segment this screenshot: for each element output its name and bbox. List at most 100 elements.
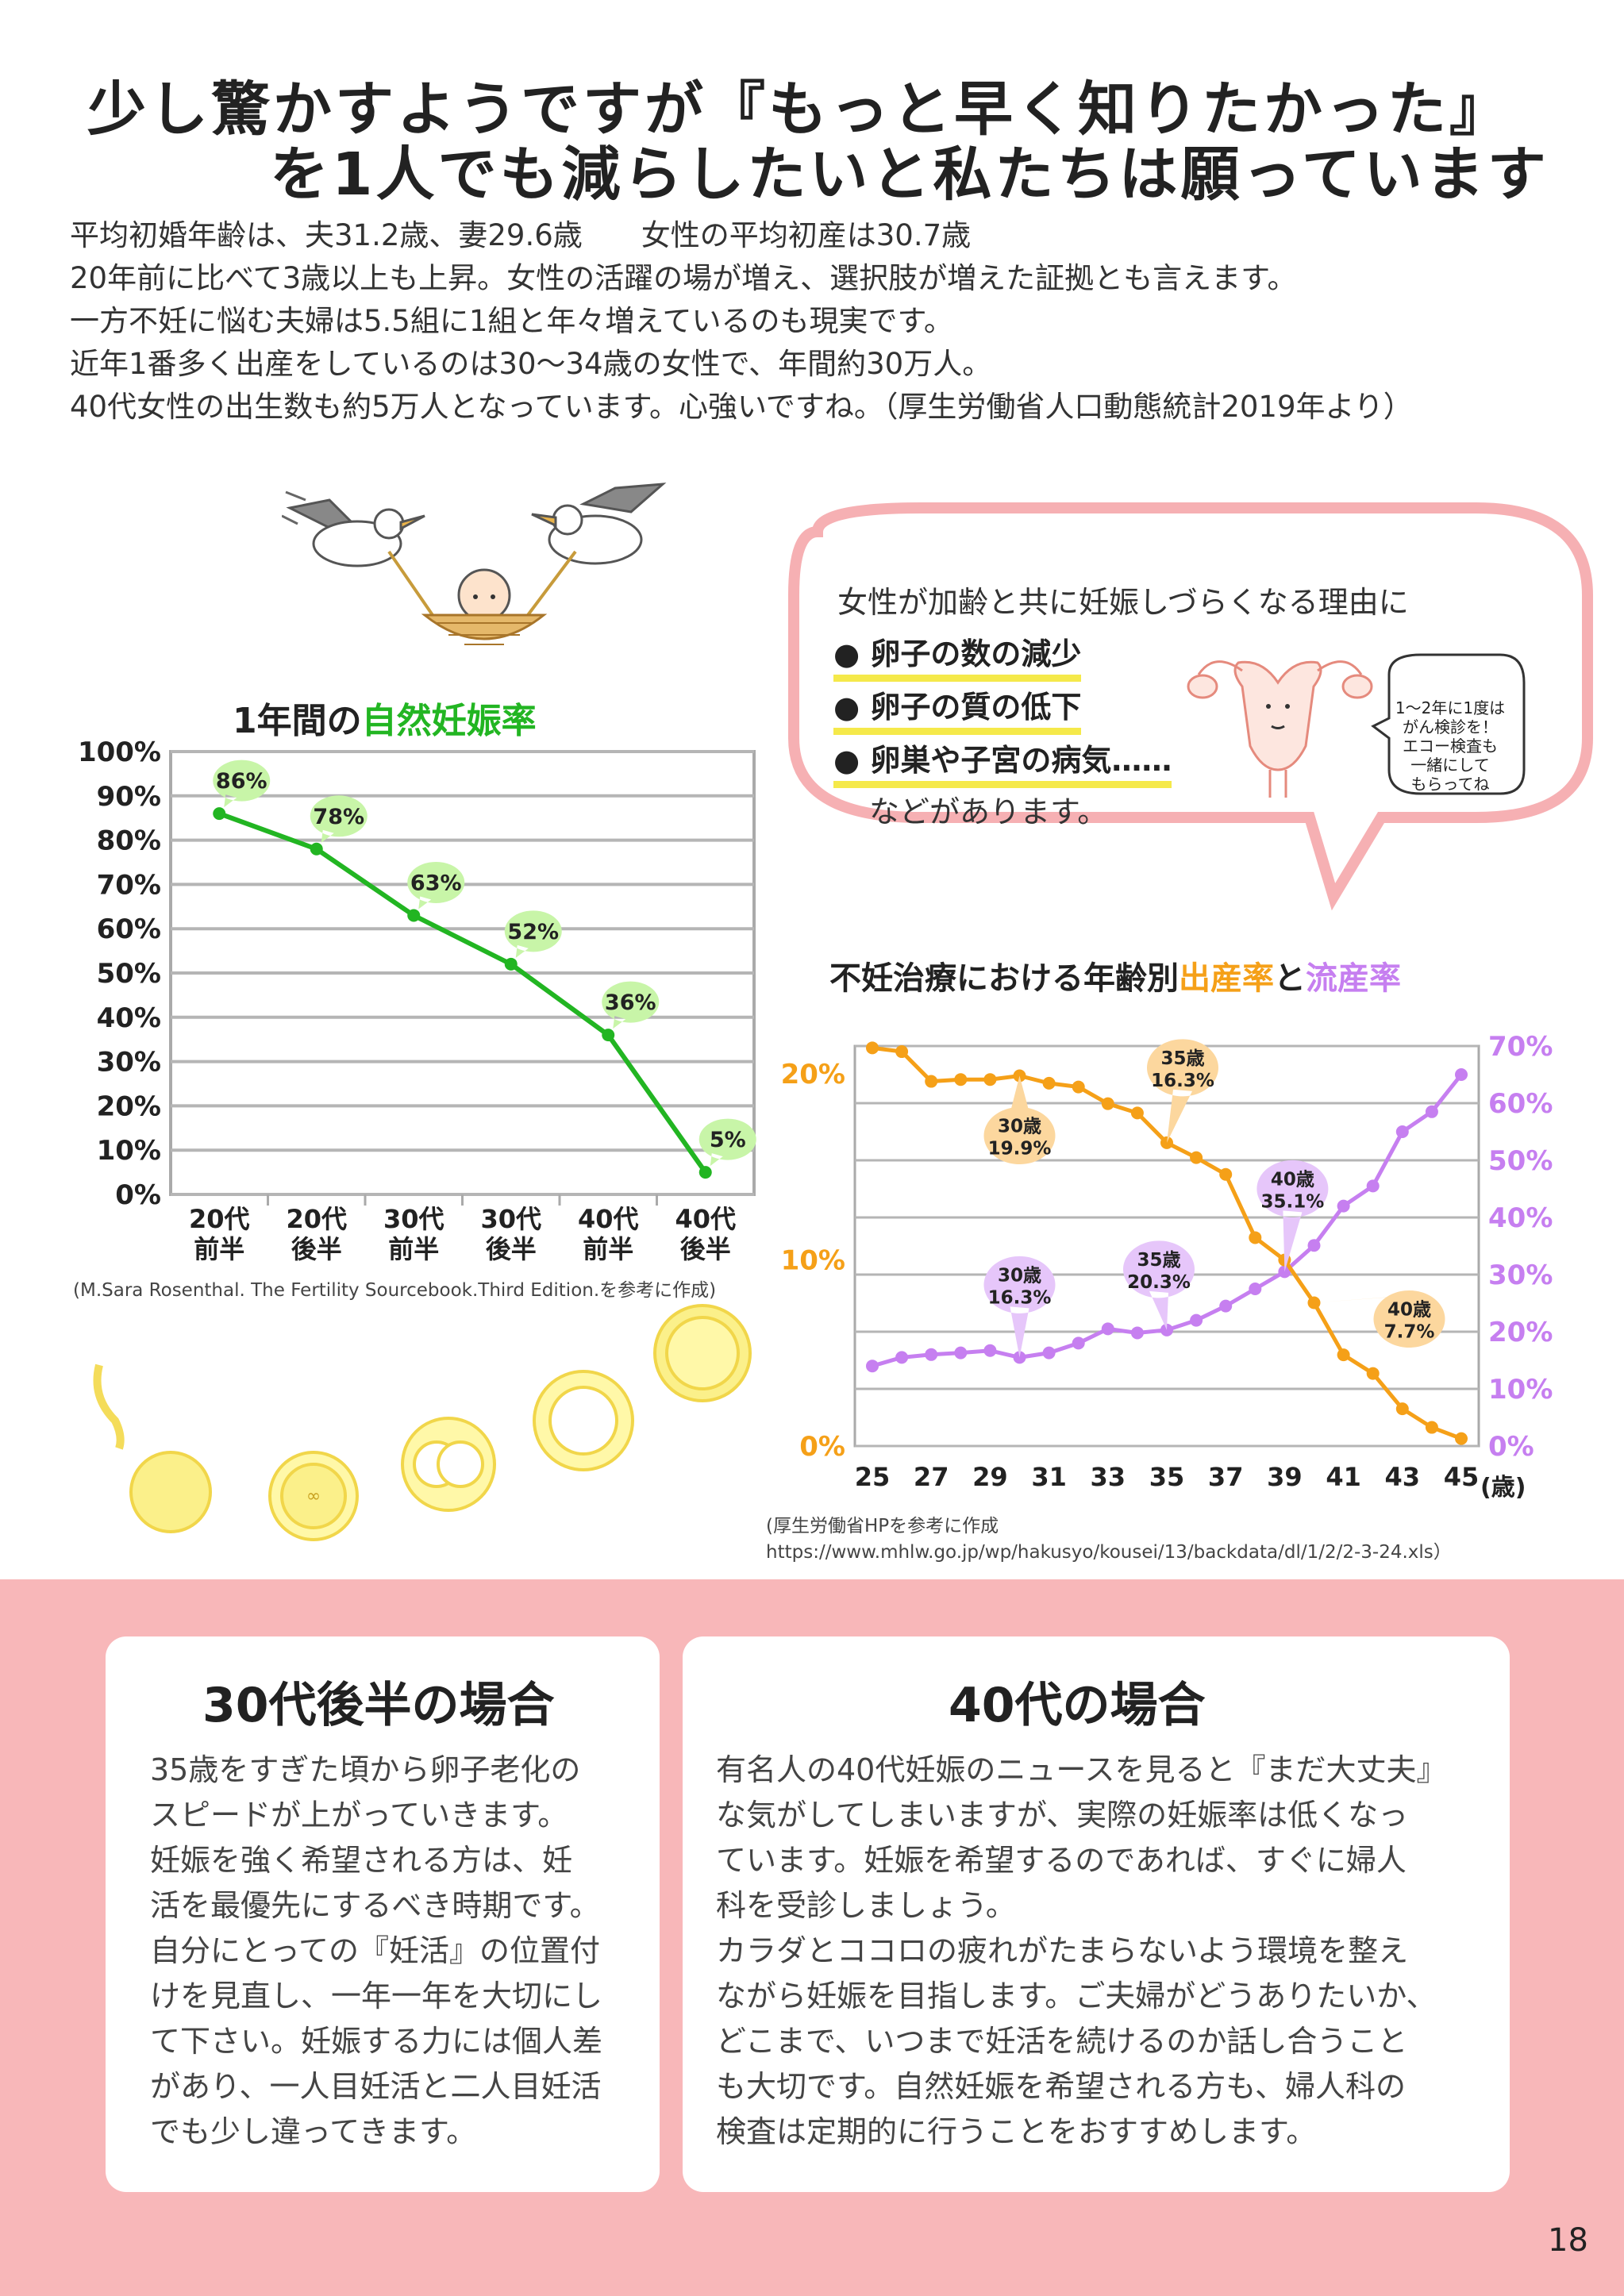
checkup-memo: 1～2年に1度は がん検診を！ エコー検査も 一緒にして もらってね [1383, 698, 1518, 794]
intro-line: 20年前に比べて3歳以上も上昇。女性の活躍の場が増え、選択肢が増えた証拠とも言え… [70, 261, 1297, 295]
birth-series-point [866, 1041, 879, 1055]
card-line: でも少し違ってきます。 [150, 2114, 477, 2149]
card-line: て下さい。妊娠する力には個人差 [150, 2024, 603, 2059]
chart1-data-point [310, 842, 323, 856]
chart1-source: (M.Sara Rosenthal. The Fertility Sourceb… [73, 1280, 717, 1301]
chart2-right-tick-label: 0% [1488, 1431, 1534, 1463]
speech-outro: などがあります。 [869, 794, 1108, 829]
chart1-xtick-label: 後半 [291, 1234, 342, 1264]
birth-series-point [1425, 1421, 1438, 1434]
reason-item: ● 卵巣や子宮の病気…… [833, 736, 1172, 788]
chart1-data-point [407, 909, 421, 922]
chart1-label-bubble [698, 1118, 756, 1167]
egg-development-illustration: ∞ [93, 1304, 752, 1541]
speech-bubble [788, 502, 1593, 911]
birth-callout-30-value: 19.9% [988, 1139, 1052, 1160]
chart2-right-tick-label: 30% [1488, 1260, 1553, 1291]
miscarriage-callout-35-value: 20.3% [1127, 1272, 1191, 1293]
chart1-data-point [213, 807, 226, 821]
card-line: カラダとココロの疲れがたまらないよう環境を整え [716, 1933, 1409, 1968]
intro-line: 近年1番多く出産をしているのは30～34歳の女性で、年間約30万人。 [70, 347, 992, 381]
birth-series-point [983, 1073, 997, 1086]
chart2-right-tick-label: 40% [1488, 1202, 1553, 1234]
chart2-xtick-label: 45 [1444, 1462, 1480, 1492]
birth-series-point [895, 1045, 909, 1059]
reason-item: ● 卵子の質の低下 [833, 683, 1082, 735]
bullet: ● [833, 743, 860, 778]
reason-item: ● 卵子の数の減少 [833, 629, 1082, 682]
birth-series-point [1337, 1348, 1350, 1362]
chart1-ytick-label: 80% [97, 825, 161, 857]
chart1-ytick-label: 50% [97, 958, 161, 990]
card-line: があり、一人目妊活と二人目妊活 [150, 2069, 602, 2104]
headline-line-1: 少し驚かすようですが『もっと早く知りたかった』 [87, 75, 1511, 144]
intro-line: 平均初婚年齢は、夫31.2歳、妻29.6歳 女性の平均初産は30.7歳 [70, 218, 972, 252]
memo-line: がん検診を！ [1403, 717, 1498, 736]
bullet: ● [833, 690, 860, 725]
memo-line: 一緒にして [1410, 756, 1490, 775]
chart2-xtick-label: 31 [1031, 1462, 1067, 1492]
miscarriage-series-point [1130, 1326, 1144, 1340]
miscarriage-callout-40-bubble [1256, 1160, 1329, 1272]
chart1-xtick-label: 30代 [480, 1204, 541, 1234]
intro-line: 一方不妊に悩む夫婦は5.5組に1組と年々増えているのも現実です。 [70, 304, 953, 338]
reason-label: 卵巣や子宮の病気…… [870, 743, 1172, 778]
chart2-title-and: と [1274, 960, 1306, 997]
chart2-xtick-label: 35 [1149, 1462, 1185, 1492]
birth-series-point [1249, 1231, 1262, 1244]
birth-series-point [1042, 1076, 1056, 1090]
chart1-xtick-label: 40代 [675, 1204, 736, 1234]
chart1-data-point [698, 1166, 712, 1179]
miscarriage-series-point [1042, 1346, 1056, 1360]
chart2-xtick-label: 27 [914, 1462, 949, 1492]
chart1-data-label: 52% [507, 920, 559, 944]
birth-callout-35-bubble [1147, 1039, 1218, 1143]
miscarriage-series-point [1190, 1313, 1203, 1327]
chart1-label-bubble [310, 795, 368, 843]
intro-line: 40代女性の出生数も約5万人となっています。心強いですね。（厚生労働省人口動態統… [70, 390, 1413, 424]
birth-series-point [1160, 1136, 1173, 1149]
birth-series-point [1190, 1151, 1203, 1164]
chart1-label-bubble [602, 981, 660, 1029]
chart2-title-prefix: 不妊治療における年齢別 [829, 960, 1179, 997]
chart1-label-bubble [213, 760, 271, 808]
chart1-ytick-label: 0% [115, 1179, 161, 1211]
miscarriage-callout-30-value: 16.3% [988, 1287, 1052, 1308]
card-line: けを見直し、一年一年を大切にし [150, 1979, 603, 2013]
card-40s: 40代の場合 有名人の40代妊娠のニュースを見ると『まだ大丈夫』 な気がしてしま… [683, 1636, 1510, 2192]
intro-paragraph: 平均初婚年齢は、夫31.2歳、妻29.6歳 女性の平均初産は30.7歳 20年前… [70, 214, 1413, 429]
chart1-ytick-label: 70% [97, 869, 161, 901]
chart2-title-miscarriage: 流産率 [1306, 960, 1401, 997]
birth-series-point [954, 1073, 968, 1086]
memo-line: もらってね [1410, 775, 1490, 794]
birth-miscarriage-chart: 0% 10% 20% 30% 40% 50% 60% 70% 0% 10% 20% 25 27 29 31 3… [781, 1031, 1553, 1502]
birth-series-point [1395, 1402, 1409, 1416]
chart1-xtick-label: 30代 [383, 1204, 444, 1234]
chart1-xtick-label: 40代 [578, 1204, 639, 1234]
birth-callout-40-value: 7.7% [1384, 1321, 1435, 1342]
birth-series-point [925, 1075, 938, 1088]
miscarriage-series-point [1425, 1105, 1438, 1118]
card-line: 検査は定期的に行うことをおすすめします。 [716, 2114, 1317, 2149]
chart2-left-tick-label: 0% [799, 1431, 845, 1463]
miscarriage-series-point [1395, 1125, 1409, 1138]
chart2-title-birth: 出産率 [1179, 960, 1274, 997]
miscarriage-series-point [866, 1360, 879, 1373]
miscarriage-series-point [983, 1344, 997, 1357]
miscarriage-callout-40-age: 40歳 [1271, 1169, 1314, 1190]
chart2-xtick-label: 41 [1326, 1462, 1361, 1492]
chart1-label-bubble [504, 910, 562, 958]
chart2-xtick-label: 29 [972, 1462, 1008, 1492]
chart1-ytick-label: 90% [97, 781, 161, 813]
card-line: な気がしてしまいますが、実際の妊娠率は低くなっ [716, 1798, 1409, 1833]
chart1-label-bubble [407, 861, 465, 910]
miscarriage-callout-30-bubble [983, 1256, 1056, 1358]
chart2-xtick-label: 43 [1385, 1462, 1421, 1492]
card-late-30s: 30代後半の場合 35歳をすぎた頃から卵子老化の スピードが上がっていきます。 … [106, 1636, 660, 2192]
svg-text:∞: ∞ [306, 1486, 321, 1506]
card-line: 活を最優先にするべき時期です。 [150, 1888, 600, 1923]
memo-line: エコー検査も [1403, 736, 1498, 756]
reason-label: 卵子の質の低下 [870, 690, 1082, 725]
card-line: 有名人の40代妊娠のニュースを見ると『まだ大丈夫』 [716, 1752, 1447, 1787]
card-line: 妊娠を強く希望される方は、妊 [150, 1843, 573, 1878]
